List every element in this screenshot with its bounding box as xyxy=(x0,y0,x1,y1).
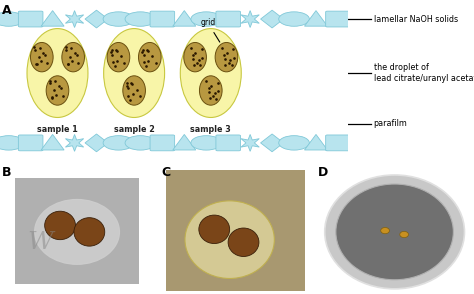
FancyBboxPatch shape xyxy=(216,135,240,151)
Text: the droplet of
lead citrate/uranyl acetate: the droplet of lead citrate/uranyl aceta… xyxy=(374,63,474,83)
Ellipse shape xyxy=(325,175,465,289)
FancyBboxPatch shape xyxy=(326,135,350,151)
Ellipse shape xyxy=(279,136,310,150)
Ellipse shape xyxy=(27,29,88,118)
Ellipse shape xyxy=(138,42,161,72)
Ellipse shape xyxy=(279,12,310,26)
Ellipse shape xyxy=(215,42,238,72)
Ellipse shape xyxy=(30,42,53,72)
Text: sample 2: sample 2 xyxy=(114,126,155,134)
Ellipse shape xyxy=(125,136,156,150)
Ellipse shape xyxy=(62,42,84,72)
Ellipse shape xyxy=(199,215,229,243)
Ellipse shape xyxy=(103,12,134,26)
Text: sample 3: sample 3 xyxy=(191,126,231,134)
Polygon shape xyxy=(41,134,64,150)
Polygon shape xyxy=(85,10,108,28)
Ellipse shape xyxy=(104,29,164,118)
Polygon shape xyxy=(85,134,108,152)
Text: grid: grid xyxy=(201,19,220,42)
Polygon shape xyxy=(65,11,84,28)
Polygon shape xyxy=(41,11,64,26)
Text: B: B xyxy=(2,166,12,179)
Text: A: A xyxy=(2,4,12,17)
FancyBboxPatch shape xyxy=(150,11,174,27)
Ellipse shape xyxy=(381,228,390,234)
Text: C: C xyxy=(161,166,170,179)
Ellipse shape xyxy=(45,211,75,240)
Polygon shape xyxy=(173,11,196,26)
Ellipse shape xyxy=(46,76,69,105)
Polygon shape xyxy=(261,10,283,28)
FancyBboxPatch shape xyxy=(216,11,240,27)
Polygon shape xyxy=(304,11,328,26)
FancyBboxPatch shape xyxy=(18,11,43,27)
FancyBboxPatch shape xyxy=(326,11,350,27)
Ellipse shape xyxy=(125,12,156,26)
Ellipse shape xyxy=(0,12,24,26)
Ellipse shape xyxy=(336,184,453,280)
Text: W: W xyxy=(27,231,54,254)
Text: lamellar NaOH solids: lamellar NaOH solids xyxy=(374,14,457,24)
Polygon shape xyxy=(261,134,283,152)
Ellipse shape xyxy=(184,42,206,72)
Text: sample 1: sample 1 xyxy=(37,126,78,134)
Ellipse shape xyxy=(180,29,241,118)
Polygon shape xyxy=(304,134,328,150)
Ellipse shape xyxy=(0,136,24,150)
Ellipse shape xyxy=(400,231,409,238)
Ellipse shape xyxy=(200,76,222,105)
Ellipse shape xyxy=(74,218,105,246)
Text: parafilm: parafilm xyxy=(374,119,407,128)
Polygon shape xyxy=(241,11,259,28)
FancyBboxPatch shape xyxy=(166,170,305,291)
Ellipse shape xyxy=(228,228,259,256)
Text: D: D xyxy=(318,166,328,179)
Ellipse shape xyxy=(185,201,274,278)
Polygon shape xyxy=(241,134,259,151)
Polygon shape xyxy=(65,134,84,151)
Ellipse shape xyxy=(191,136,221,150)
Ellipse shape xyxy=(35,200,119,264)
Ellipse shape xyxy=(103,136,134,150)
FancyBboxPatch shape xyxy=(150,135,174,151)
Ellipse shape xyxy=(191,12,221,26)
FancyBboxPatch shape xyxy=(18,135,43,151)
Ellipse shape xyxy=(107,42,130,72)
FancyBboxPatch shape xyxy=(15,178,138,284)
Polygon shape xyxy=(173,134,196,150)
Ellipse shape xyxy=(123,76,146,105)
